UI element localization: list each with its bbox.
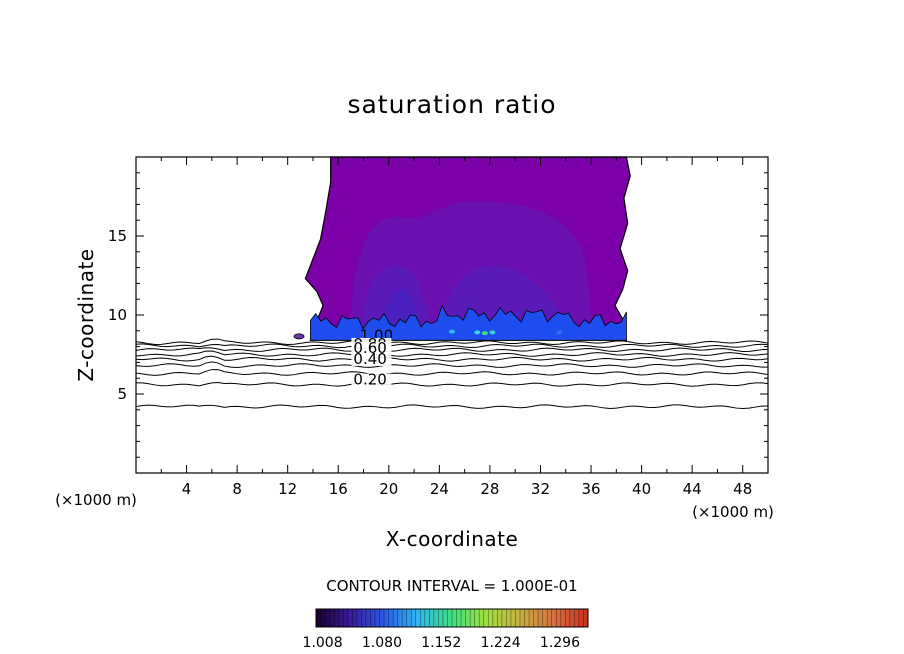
cloud-small-patch <box>293 333 305 340</box>
contour-line <box>135 355 769 362</box>
contour-label-bg <box>351 373 392 387</box>
contour-label-text: 0.20 <box>353 371 386 389</box>
contour-label: 0.40 <box>351 350 392 368</box>
y-axis-ticks: 5 10 15 <box>108 172 768 458</box>
x-unit-label-left: (×1000 m) <box>55 491 137 509</box>
colorbar-tick-label: 1.152 <box>421 635 461 651</box>
x-tick-label: 32 <box>531 480 550 498</box>
y-axis-label: Z-coordinate <box>74 248 98 381</box>
x-tick-label: 16 <box>329 480 348 498</box>
x-tick-label: 40 <box>632 480 651 498</box>
y-tick-label: 10 <box>108 306 127 324</box>
contour-line <box>135 338 769 346</box>
x-axis-ticks: 4 8 12 16 20 24 28 32 36 40 44 48 <box>160 157 752 498</box>
contour-line <box>135 369 769 376</box>
colorbar-bands <box>320 609 584 627</box>
contour-label-text: 0.60 <box>353 339 386 357</box>
contour-line <box>135 343 769 349</box>
x-tick-label: 28 <box>480 480 499 498</box>
colorbar-tick-labels: 1.008 1.080 1.152 1.224 1.296 <box>303 635 581 651</box>
colorbar-tick-label: 1.296 <box>540 635 580 651</box>
x-tick-label: 20 <box>379 480 398 498</box>
contour-interval-text: CONTOUR INTERVAL = 1.000E-01 <box>326 577 577 595</box>
contour-line <box>135 404 769 410</box>
cloud-base-speckle <box>481 331 488 336</box>
contour-label-bg <box>351 341 392 355</box>
y-tick-label: 5 <box>117 385 127 403</box>
colorbar-tick-label: 1.080 <box>362 635 402 651</box>
contour-line <box>135 361 769 368</box>
cloud-base-band <box>310 304 627 341</box>
chart-title: saturation ratio <box>347 90 556 119</box>
contour-label: 0.20 <box>351 371 392 389</box>
x-unit-label-right: (×1000 m) <box>692 503 774 521</box>
contour-line <box>135 350 769 357</box>
contour-label: 0.60 <box>351 339 392 357</box>
x-tick-label: 4 <box>182 480 192 498</box>
cloud-base-speckle <box>556 330 563 335</box>
contour-line <box>135 382 769 387</box>
contour-label-bg <box>351 352 392 366</box>
x-axis-label: X-coordinate <box>386 527 519 551</box>
cloud-base-speckle <box>489 330 496 335</box>
x-tick-label: 44 <box>683 480 702 498</box>
x-tick-label: 8 <box>232 480 242 498</box>
contour-label-text: 0.40 <box>353 350 386 368</box>
y-tick-label: 15 <box>108 227 127 245</box>
x-tick-label: 36 <box>581 480 600 498</box>
contour-line <box>135 347 769 352</box>
cloud-base-speckle <box>474 330 481 335</box>
x-tick-label: 48 <box>733 480 752 498</box>
x-tick-label: 12 <box>278 480 297 498</box>
cloud-base-speckle <box>449 329 455 334</box>
x-tick-label: 24 <box>430 480 449 498</box>
plot-area: 1.000.800.600.400.20 <box>135 156 769 410</box>
colorbar-tick-label: 1.224 <box>481 635 521 651</box>
colorbar-tick-label: 1.008 <box>303 635 343 651</box>
